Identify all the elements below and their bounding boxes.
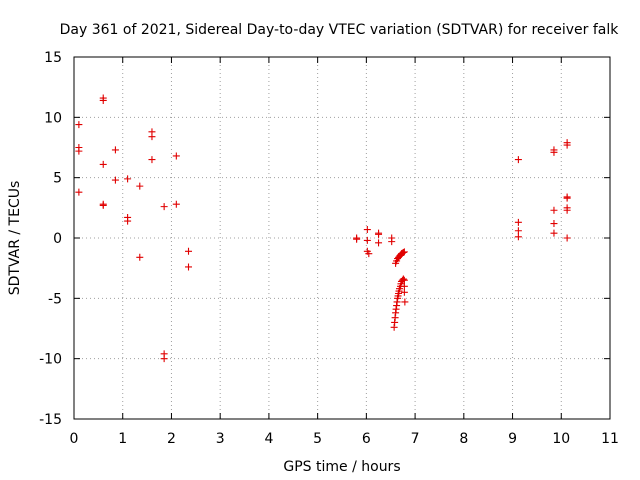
y-tick-label: -10 [39,352,62,368]
data-point [160,203,168,211]
data-point [111,176,119,184]
x-tick-label: 10 [552,431,570,447]
data-point [563,206,571,214]
data-point [400,282,408,290]
data-point [136,253,144,261]
data-point [111,146,119,154]
data-point [399,275,407,283]
x-tick-label: 4 [264,431,273,447]
chart-title: Day 361 of 2021, Sidereal Day-to-day VTE… [60,22,620,38]
data-point [550,229,558,237]
data-point [172,200,180,208]
y-tick-label: 10 [44,110,62,126]
data-point [185,247,193,255]
axis-ticks [73,56,611,420]
data-point [185,263,193,271]
data-point [514,233,522,241]
x-tick-label: 8 [459,431,468,447]
data-point [400,248,408,256]
data-point [365,250,373,258]
data-point [75,188,83,196]
data-point [99,201,107,209]
data-point [514,156,522,164]
data-point [563,141,571,149]
y-tick-label: 15 [44,50,62,66]
data-point [363,226,371,234]
x-tick-label: 9 [508,431,517,447]
data-point [160,355,168,363]
x-tick-label: 7 [411,431,420,447]
data-point [514,218,522,226]
data-point [75,121,83,129]
data-points [75,94,571,363]
data-point [550,206,558,214]
data-point [99,96,107,104]
y-tick-label: -5 [48,291,62,307]
x-axis-label: GPS time / hours [283,459,400,475]
data-point [399,248,407,256]
x-tick-label: 3 [216,431,225,447]
data-point [75,147,83,155]
y-axis-tick-labels: -15 -10 -5 0 5 10 15 [39,50,62,428]
data-point [148,133,156,141]
data-point [375,239,383,247]
data-point [400,288,408,296]
data-point [353,235,361,243]
x-tick-label: 2 [167,431,176,447]
data-point [363,236,371,244]
data-point [563,234,571,242]
x-tick-label: 5 [313,431,322,447]
data-point [124,217,132,225]
data-point [550,148,558,156]
y-tick-label: 0 [53,231,62,247]
data-point [172,152,180,160]
x-tick-label: 1 [118,431,127,447]
data-point [99,160,107,168]
data-point [514,227,522,235]
data-point [148,156,156,164]
data-point [401,298,409,306]
data-point [375,230,383,238]
y-tick-label: -15 [39,412,62,428]
data-point [550,220,558,228]
data-point [136,182,144,190]
data-point [388,238,396,246]
x-tick-label: 6 [362,431,371,447]
x-axis-tick-labels: 0 1 2 3 4 5 6 7 8 9 10 11 [70,431,619,447]
y-tick-label: 5 [53,171,62,187]
y-axis-label: SDTVAR / TECUs [7,181,23,296]
data-point [400,276,408,284]
data-point [563,194,571,202]
x-tick-label: 0 [70,431,79,447]
data-point [124,175,132,183]
x-tick-label: 11 [601,431,619,447]
grid-lines [74,57,610,419]
